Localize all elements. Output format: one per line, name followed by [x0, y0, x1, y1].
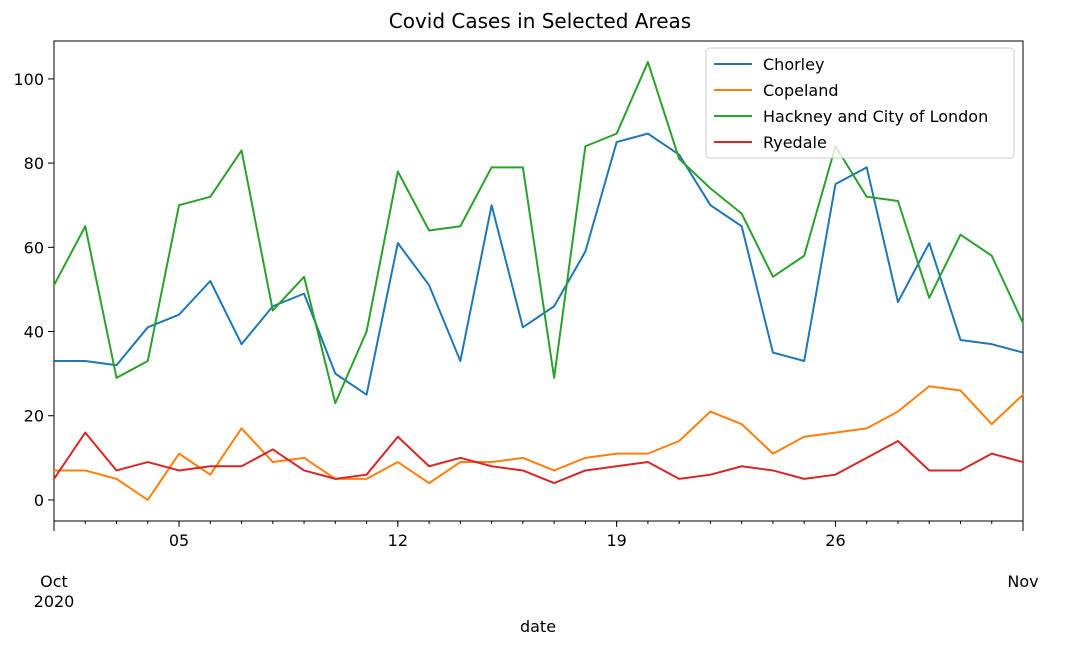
y-axis: 0 20 40 60 80 100 — [13, 70, 54, 510]
plot-area — [53, 40, 1024, 522]
x-major-tick-label: Oct 2020 — [34, 572, 75, 611]
x-axis-label: date — [520, 617, 556, 636]
y-tick-label: 80 — [24, 154, 44, 173]
y-tick-label: 60 — [24, 238, 44, 257]
y-tick-label: 40 — [24, 323, 44, 342]
legend-box — [705, 47, 1015, 159]
series-lines — [52, 61, 1025, 501]
series-line-chorley — [53, 132, 1025, 396]
x-tick-label: 12 — [388, 531, 408, 550]
legend: Chorley Copeland Hackney and City of Londo… — [705, 47, 1015, 159]
x-tick-label: 05 — [169, 531, 189, 550]
legend-label: Chorley — [763, 55, 824, 74]
y-tick-label: 100 — [13, 70, 44, 89]
y-tick-label: 20 — [24, 407, 44, 426]
x-major-tick-label: Nov — [1007, 572, 1038, 591]
series-line-copeland — [53, 385, 1025, 501]
series-line-ryedale — [52, 431, 1025, 485]
x-axis: 05 12 19 26 Oct 2020 Nov — [34, 521, 1039, 611]
x-tick-label: 26 — [825, 531, 845, 550]
legend-label: Copeland — [763, 81, 839, 100]
x-tick-label: 19 — [606, 531, 626, 550]
series-line-hackney-and-city-of-london — [52, 61, 1025, 405]
chart-title: Covid Cases in Selected Areas — [389, 9, 691, 33]
legend-label: Ryedale — [763, 133, 827, 152]
y-tick-label: 0 — [34, 491, 44, 510]
legend-label: Hackney and City of London — [763, 107, 988, 126]
